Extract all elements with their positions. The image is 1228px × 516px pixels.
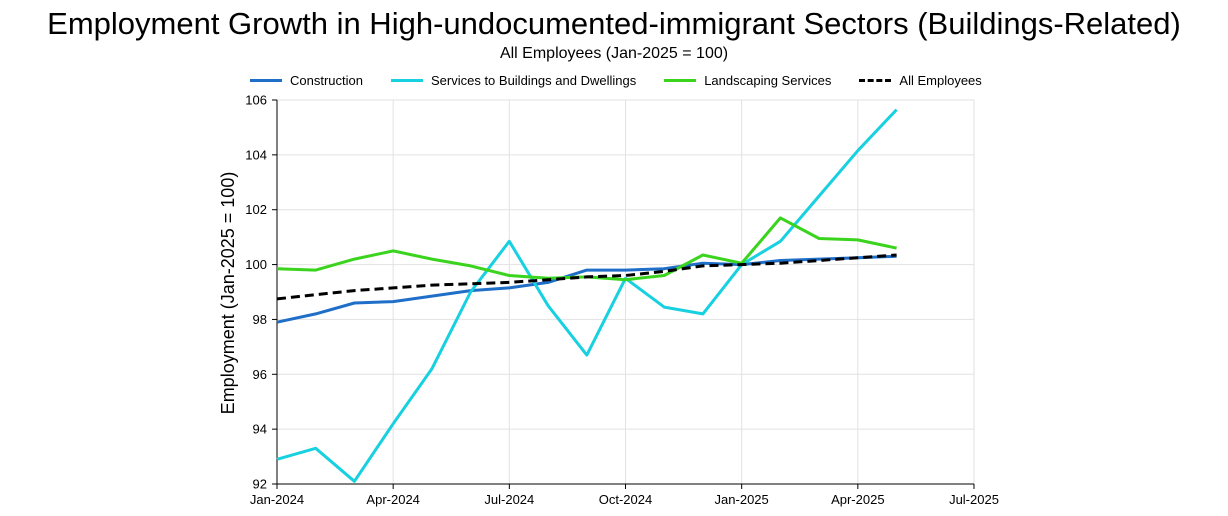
y-tick-label: 106 [245,93,267,108]
x-tick-label: Apr-2025 [831,492,884,507]
y-tick-label: 100 [245,257,267,272]
chart-legend: Construction Services to Buildings and D… [250,70,1010,90]
y-tick-label: 96 [253,367,267,382]
y-tick-label: 94 [253,422,267,437]
x-tick-label: Jan-2025 [715,492,769,507]
legend-swatch-all-employees [859,78,892,82]
y-axis-ticks: 92 94 96 98 100 102 104 106 [245,93,277,492]
series-line-services-to-buildings-and-dwellings [276,108,898,483]
y-axis-label: Employment (Jan-2025 = 100) [218,172,238,415]
legend-item-construction[interactable]: Construction [250,73,363,88]
y-tick-label: 92 [253,477,267,492]
series-line-construction [276,254,897,324]
y-tick-label: 98 [253,312,267,327]
series-lines [276,108,898,483]
legend-label-landscaping: Landscaping Services [704,72,832,88]
chart-subtitle: All Employees (Jan-2025 = 100) [499,45,729,62]
legend-label-all-employees: All Employees [899,72,982,88]
legend-swatch-landscaping [664,78,697,82]
legend-label-services: Services to Buildings and Dwellings [430,72,637,88]
legend-item-all-employees[interactable]: All Employees [859,72,982,88]
x-tick-label: Jul-2024 [484,492,534,507]
x-tick-label: Apr-2024 [366,492,419,507]
legend-label-construction: Construction [290,72,363,88]
legend-item-services[interactable]: Services to Buildings and Dwellings [390,72,637,88]
x-axis-ticks: Jan-2024 Apr-2024 Jul-2024 Oct-2024 Jan-2025… [250,484,999,507]
y-tick-label: 102 [245,202,267,217]
x-tick-label: Jan-2024 [250,492,304,507]
grid-lines [276,99,975,485]
y-tick-label: 104 [245,147,267,162]
series-line-all-employees [276,253,897,301]
legend-swatch-services [390,78,423,82]
legend-swatch-construction [250,78,282,82]
x-tick-label: Oct-2024 [599,492,652,507]
chart-title: Employment Growth in High-undocumented-i… [47,6,1181,41]
legend-item-landscaping[interactable]: Landscaping Services [664,73,831,88]
x-tick-label: Jul-2025 [949,492,999,507]
